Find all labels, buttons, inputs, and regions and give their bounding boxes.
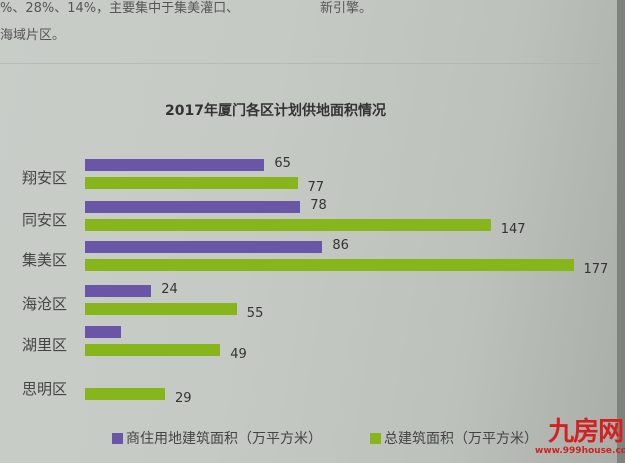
category-label: 海沧区 <box>22 295 68 313</box>
value-label: 147 <box>500 222 526 237</box>
value-label: 78 <box>310 198 327 213</box>
bar <box>85 177 298 189</box>
watermark-logo: 九房网 <box>548 417 624 447</box>
legend-item-commercial: 商住用地建筑面积（万平方米） <box>112 428 322 448</box>
page-edge <box>617 0 625 463</box>
watermark-url: www.999house.com <box>535 446 625 456</box>
category-label: 翔安区 <box>22 169 68 187</box>
body-text-line1-right: 新引擎。 <box>320 1 373 16</box>
bar <box>85 259 574 271</box>
bar <box>85 388 166 400</box>
body-text-line1: %、28%、14%，主要集中于集美灌口、 <box>0 1 240 16</box>
category-label: 同安区 <box>22 211 68 229</box>
legend-swatch-green <box>370 432 381 444</box>
category-label: 思明区 <box>22 380 68 398</box>
divider <box>0 63 600 64</box>
bar <box>85 344 221 356</box>
value-label: 86 <box>332 238 349 253</box>
value-label: 55 <box>246 306 264 321</box>
value-label: 177 <box>583 262 609 277</box>
bar <box>85 219 491 231</box>
legend-item-total: 总建筑面积（万平方米） <box>370 428 538 448</box>
value-label: 77 <box>307 180 325 195</box>
bar <box>85 159 265 171</box>
category-label: 集美区 <box>22 251 68 269</box>
chart-title: 2017年厦门各区计划供地面积情况 <box>165 103 386 119</box>
value-label: 49 <box>230 347 247 362</box>
bar <box>85 241 323 253</box>
body-text-line2: 海域片区。 <box>0 28 66 43</box>
bar <box>85 326 121 338</box>
bar <box>85 285 152 297</box>
legend-label: 商住用地建筑面积（万平方米） <box>126 431 322 447</box>
value-label: 29 <box>175 391 192 406</box>
watermark: 九房网 www.999house.com <box>535 418 625 456</box>
category-label: 湖里区 <box>22 336 68 354</box>
bar <box>85 303 237 315</box>
value-label: 65 <box>274 156 291 171</box>
legend-label: 总建筑面积（万平方米） <box>384 431 538 447</box>
legend-swatch-purple <box>112 432 123 444</box>
bar <box>85 201 301 213</box>
value-label: 24 <box>161 282 178 297</box>
